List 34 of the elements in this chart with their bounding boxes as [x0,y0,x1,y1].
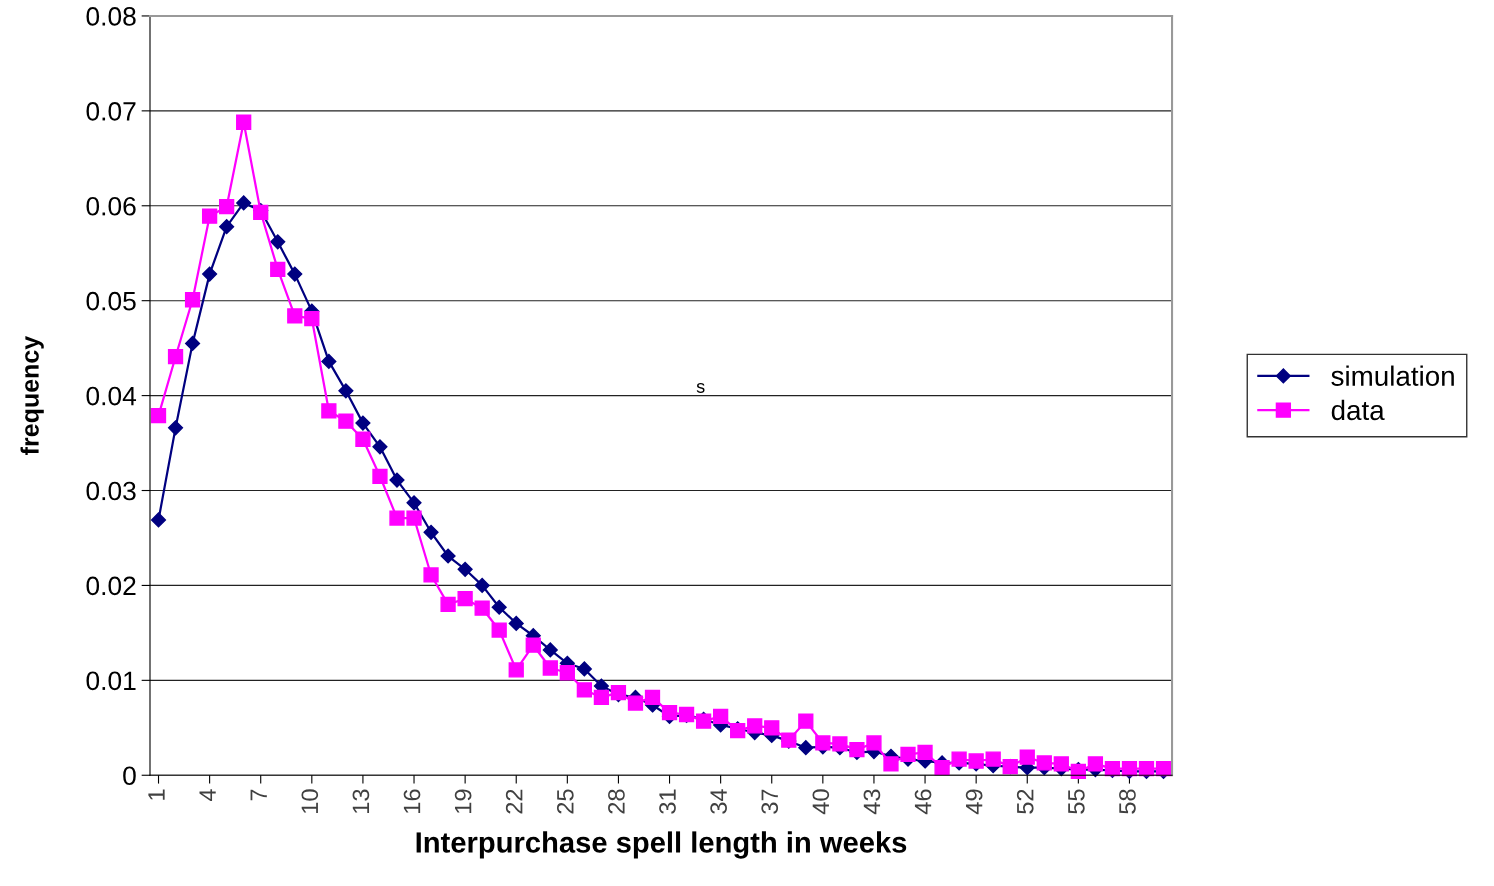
y-tick-label: 0.04 [86,386,137,406]
x-tick-label: 1 [148,789,165,800]
x-tick-label: 46 [914,789,932,815]
x-tick-label: 28 [608,789,625,814]
y-tick-label: 0.02 [86,576,136,596]
x-tick-label: 49 [965,789,983,815]
x-tick-label: 4 [199,789,216,802]
x-tick-label: 34 [710,789,727,814]
x-axis-title: Interpurchase spell length in weeks [416,831,907,859]
y-tick-label: 0.01 [86,671,136,691]
x-tick-label: 31 [659,789,676,814]
y-tick-label: 0.05 [86,291,136,311]
y-tick-label: 0.08 [86,7,136,26]
legend-label: simulation [1331,365,1454,386]
x-tick-label: 58 [1119,789,1136,814]
x-tick-label: 52 [1016,789,1034,814]
y-axis-title: frequency [20,335,44,455]
x-tick-label: 13 [352,789,370,813]
x-tick-label: 40 [812,789,830,815]
x-tick-label: 37 [761,789,779,814]
x-tick-label: 19 [454,789,472,813]
x-tick-label: 7 [250,789,267,801]
annotation: s [696,383,705,393]
x-tick-label: 25 [556,789,574,814]
x-tick-label: 22 [505,789,523,814]
legend-label: data [1331,399,1385,421]
y-tick-label: 0 [123,766,136,786]
x-tick-label: 16 [403,789,421,813]
x-tick-label: 55 [1068,789,1085,814]
y-tick-label: 0.07 [86,102,136,121]
y-tick-label: 0.06 [86,196,136,216]
x-tick-label: 43 [863,789,881,815]
y-tick-label: 0.03 [86,481,136,501]
x-tick-label: 10 [301,789,319,813]
